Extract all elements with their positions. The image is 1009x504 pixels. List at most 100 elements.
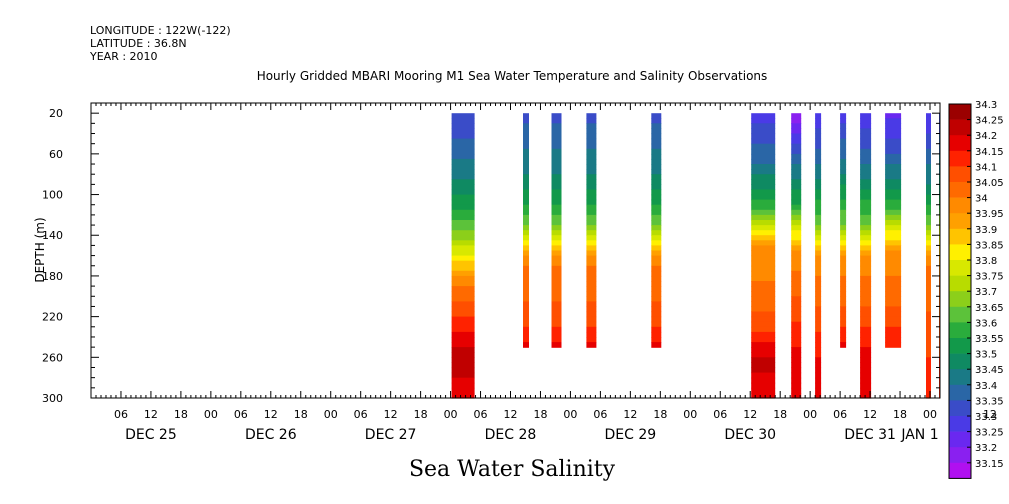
profile-cell bbox=[860, 209, 872, 216]
profile-cell bbox=[860, 286, 872, 292]
colorbar-label: 33.65 bbox=[975, 303, 1004, 314]
profile-cell bbox=[523, 230, 529, 236]
profile-cell bbox=[651, 321, 662, 328]
profile-cell bbox=[551, 260, 562, 267]
profile-cell bbox=[651, 296, 662, 302]
profile-cell bbox=[860, 158, 872, 165]
profile-cell bbox=[840, 123, 847, 129]
profile-cell bbox=[751, 179, 776, 185]
profile-cell bbox=[926, 296, 931, 302]
header-info: LONGITUDE : 122W(-122) LATITUDE : 36.8N … bbox=[89, 24, 231, 63]
profile-cell bbox=[926, 153, 931, 160]
profile-cell bbox=[815, 331, 822, 338]
profile-cell bbox=[586, 235, 597, 241]
profile-cell bbox=[840, 286, 847, 292]
profile-cell bbox=[840, 148, 847, 155]
profile-cell bbox=[586, 342, 597, 348]
profile-cell bbox=[791, 362, 802, 369]
profile-cell bbox=[523, 306, 529, 313]
x-day-label: DEC 25 bbox=[125, 427, 177, 443]
colorbar-swatch bbox=[949, 244, 971, 261]
colorbar-swatch bbox=[949, 291, 971, 308]
profile-cell bbox=[651, 342, 662, 348]
profile-cell bbox=[751, 245, 776, 252]
profile-cell bbox=[651, 118, 662, 124]
profile-cell bbox=[885, 118, 902, 124]
profile-cell bbox=[751, 250, 776, 257]
profile-cell bbox=[451, 362, 475, 369]
profile-cell bbox=[523, 316, 529, 323]
profile-cell bbox=[651, 158, 662, 165]
profile-cell bbox=[791, 342, 802, 348]
profile-cell bbox=[451, 250, 475, 257]
profile-cell bbox=[815, 321, 822, 328]
profile-cell bbox=[451, 174, 475, 180]
profile-cell bbox=[840, 311, 847, 318]
x-hour-label: 06 bbox=[593, 408, 607, 421]
profile-cell bbox=[840, 235, 847, 241]
profile-cell bbox=[451, 245, 475, 252]
profile-cell bbox=[815, 316, 822, 323]
profile-cell bbox=[551, 296, 562, 302]
profile-cell bbox=[926, 209, 931, 216]
profile-cell bbox=[815, 189, 822, 196]
profile-cell bbox=[860, 347, 872, 353]
profile-cell bbox=[885, 214, 902, 221]
profile-cell bbox=[840, 265, 847, 272]
x-hour-label: 12 bbox=[983, 408, 997, 421]
profile-cell bbox=[885, 250, 902, 257]
profile-cell bbox=[840, 199, 847, 206]
profile-cell bbox=[840, 255, 847, 262]
profile-cell bbox=[586, 316, 597, 323]
profile-cell bbox=[551, 189, 562, 196]
x-hour-label: 18 bbox=[414, 408, 428, 421]
profile-cell bbox=[815, 326, 822, 333]
x-hour-label: 06 bbox=[474, 408, 488, 421]
profile-cell bbox=[885, 291, 902, 297]
colorbar-label: 33.7 bbox=[975, 287, 997, 298]
profile-cell bbox=[815, 209, 822, 216]
x-day-label: JAN 1 bbox=[900, 427, 938, 443]
profile-cell bbox=[651, 306, 662, 313]
profile-cell bbox=[451, 311, 475, 318]
profile-cell bbox=[751, 367, 776, 374]
profile-cell bbox=[551, 148, 562, 155]
profile-cell bbox=[651, 209, 662, 216]
x-hour-label: 12 bbox=[504, 408, 518, 421]
profile-cell bbox=[651, 326, 662, 333]
profile-cell bbox=[791, 123, 802, 129]
profile-cell bbox=[860, 123, 872, 129]
profile-cell bbox=[523, 291, 529, 297]
profile-cell bbox=[451, 331, 475, 338]
bottom-title: Sea Water Salinity bbox=[409, 457, 616, 482]
profile-cell bbox=[523, 118, 529, 124]
profile-cell bbox=[451, 286, 475, 292]
profile-cell bbox=[551, 174, 562, 180]
profile-cell bbox=[885, 306, 902, 313]
profile-cell bbox=[523, 158, 529, 165]
profile-cell bbox=[523, 255, 529, 262]
y-tick-label: 260 bbox=[42, 351, 63, 364]
profile-cell bbox=[926, 214, 931, 221]
profile-cell bbox=[751, 286, 776, 292]
profile-cell bbox=[651, 123, 662, 129]
profile-cell bbox=[791, 311, 802, 318]
profile-cell bbox=[651, 301, 662, 308]
profile-cell bbox=[791, 199, 802, 206]
profile-cell bbox=[586, 133, 597, 140]
profile-cell bbox=[751, 260, 776, 267]
profile-cell bbox=[860, 342, 872, 348]
profile-cell bbox=[815, 138, 822, 145]
profile-cell bbox=[451, 316, 475, 323]
profile-cell bbox=[860, 148, 872, 155]
profile-B bbox=[523, 113, 529, 348]
profile-cell bbox=[860, 169, 872, 175]
plot-frame bbox=[90, 102, 941, 399]
profile-cell bbox=[926, 158, 931, 165]
profile-cell bbox=[791, 337, 802, 343]
profile-cell bbox=[551, 118, 562, 124]
colorbar-swatch bbox=[949, 416, 971, 432]
colorbar-swatch bbox=[949, 306, 971, 323]
x-axis: 06 12 18 00 06 12 18 00 06 12 18 00 06 12 18 00 06 12 18 00… bbox=[90, 103, 997, 443]
profile-cell bbox=[751, 153, 776, 160]
